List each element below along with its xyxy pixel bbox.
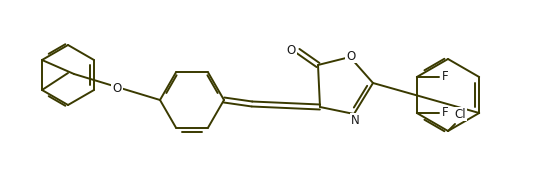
Text: O: O <box>112 82 122 94</box>
Text: O: O <box>286 45 295 58</box>
Text: F: F <box>441 70 448 84</box>
Text: F: F <box>441 106 448 120</box>
Text: O: O <box>347 50 356 62</box>
Text: Cl: Cl <box>454 108 466 120</box>
Text: N: N <box>350 114 359 126</box>
